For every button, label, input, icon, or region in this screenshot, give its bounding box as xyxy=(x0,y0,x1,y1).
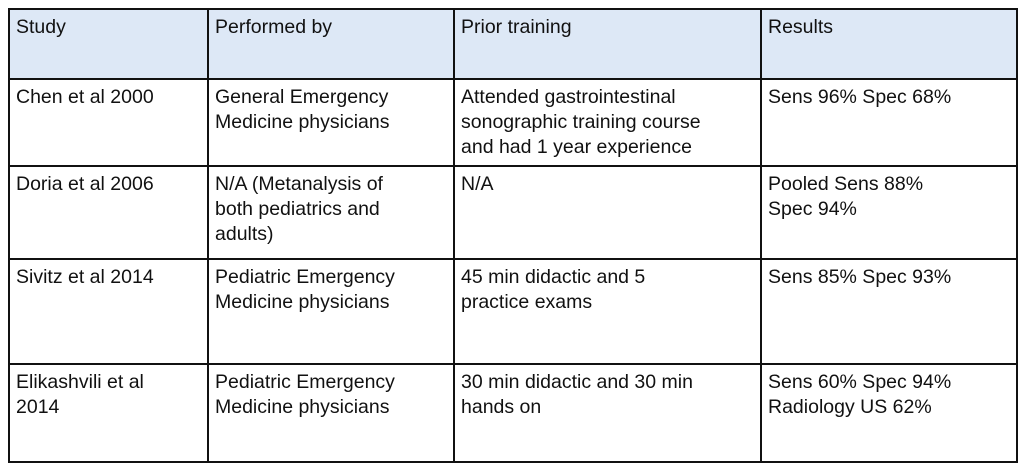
cell-study: Elikashvili et al 2014 xyxy=(8,363,209,463)
cell-prior-training: N/A xyxy=(453,165,762,260)
cell-results: Sens 60% Spec 94% Radiology US 62% xyxy=(760,363,1018,463)
header-performed-by: Performed by xyxy=(207,8,455,80)
table-row: Sivitz et al 2014 Pediatric Emergency Me… xyxy=(8,258,1018,365)
header-row: Study Performed by Prior training Result… xyxy=(8,8,1018,80)
cell-study: Chen et al 2000 xyxy=(8,78,209,167)
table-row: Chen et al 2000 General Emergency Medici… xyxy=(8,78,1018,167)
cell-results: Pooled Sens 88% Spec 94% xyxy=(760,165,1018,260)
header-prior-training: Prior training xyxy=(453,8,762,80)
cell-prior-training: 45 min didactic and 5 practice exams xyxy=(453,258,762,365)
cell-performed-by: N/A (Metanalysis of both pediatrics and … xyxy=(207,165,455,260)
cell-prior-training: Attended gastrointestinal sonographic tr… xyxy=(453,78,762,167)
header-study: Study xyxy=(8,8,209,80)
cell-prior-training: 30 min didactic and 30 min hands on xyxy=(453,363,762,463)
table-row: Doria et al 2006 N/A (Metanalysis of bot… xyxy=(8,165,1018,260)
cell-performed-by: Pediatric Emergency Medicine physicians xyxy=(207,258,455,365)
cell-study: Sivitz et al 2014 xyxy=(8,258,209,365)
studies-table: Study Performed by Prior training Result… xyxy=(8,8,1018,463)
cell-results: Sens 85% Spec 93% xyxy=(760,258,1018,365)
header-results: Results xyxy=(760,8,1018,80)
table-row: Elikashvili et al 2014 Pediatric Emergen… xyxy=(8,363,1018,463)
cell-results: Sens 96% Spec 68% xyxy=(760,78,1018,167)
cell-performed-by: General Emergency Medicine physicians xyxy=(207,78,455,167)
cell-study: Doria et al 2006 xyxy=(8,165,209,260)
cell-performed-by: Pediatric Emergency Medicine physicians xyxy=(207,363,455,463)
